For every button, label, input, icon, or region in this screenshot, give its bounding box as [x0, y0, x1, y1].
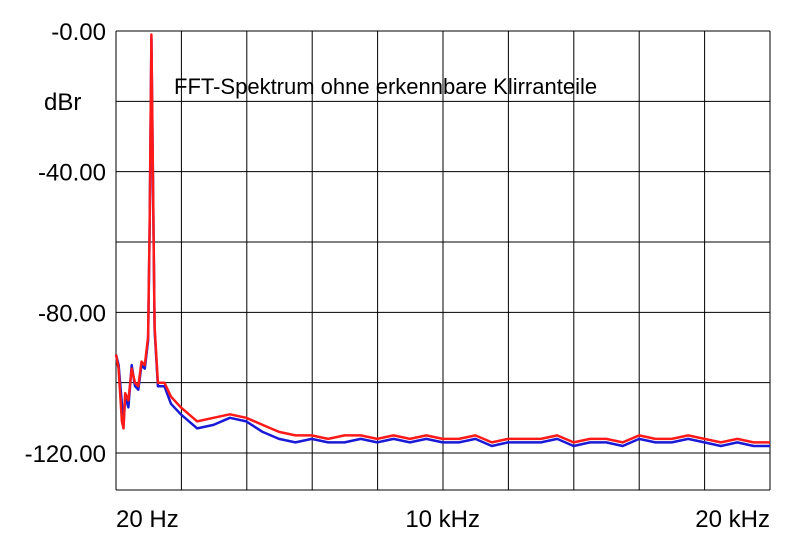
y-tick-label: -80.00 — [38, 300, 106, 327]
y-tick-label: -0.00 — [51, 19, 106, 46]
x-tick-label: 10 kHz — [405, 506, 480, 533]
y-tick-label: -40.00 — [38, 160, 106, 187]
series-line-2 — [114, 33, 770, 444]
chart-title: FFT-Spektrum ohne erkennbare Klirranteil… — [174, 74, 597, 99]
x-tick-label: 20 kHz — [695, 506, 770, 533]
y-axis-tick-labels: -0.00 -40.00 -80.00 -120.00 — [25, 19, 106, 468]
y-axis-unit-label: dBr — [44, 89, 81, 116]
chart-grid — [115, 30, 771, 491]
series-group — [114, 33, 770, 448]
y-tick-label: -120.00 — [25, 441, 106, 468]
x-tick-label: 20 Hz — [116, 506, 179, 533]
x-axis-tick-labels: 20 Hz 10 kHz 20 kHz — [116, 506, 770, 533]
